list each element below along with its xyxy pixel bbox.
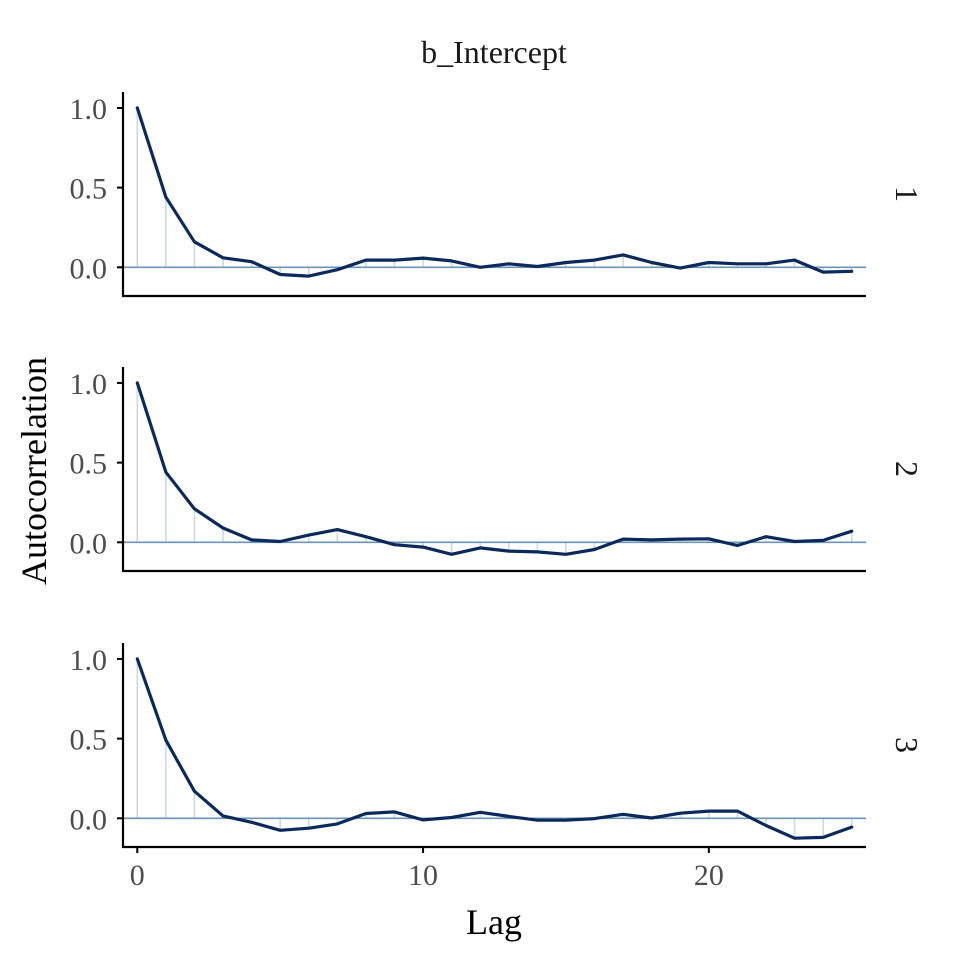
panel-2: 0.0 0.5 1.0 2 [70, 367, 925, 573]
facet-panels: 0.0 0.5 1.0 1 0.0 0.5 1.0 2 0.0 0.5 1.0 3 0 10 20 [70, 92, 925, 892]
y-tick-label-2-1: 0.5 [70, 448, 108, 481]
x-axis-label: Lag [466, 902, 522, 942]
y-tick-label-1-0: 0.0 [70, 252, 108, 285]
facet-strip-label-3: 3 [889, 737, 925, 753]
y-tick-label-2-2: 1.0 [70, 368, 108, 401]
chart-title: b_Intercept [421, 34, 567, 70]
panel-3: 0.0 0.5 1.0 3 0 10 20 [70, 643, 925, 892]
acf-line-2 [135, 381, 854, 556]
x-tick-label-0: 0 [130, 859, 145, 892]
y-tick-label-1-2: 1.0 [70, 93, 108, 126]
facet-strip-label-1: 1 [889, 186, 925, 202]
acf-line-3 [135, 657, 854, 840]
y-tick-label-3-0: 0.0 [70, 803, 108, 836]
y-tick-label-2-0: 0.0 [70, 527, 108, 560]
y-tick-label-3-2: 1.0 [70, 644, 108, 677]
facet-strip-label-2: 2 [889, 461, 925, 477]
x-tick-label-2: 20 [694, 859, 724, 892]
y-axis-label: Autocorrelation [14, 357, 54, 585]
panel-1: 0.0 0.5 1.0 1 [70, 92, 925, 298]
y-tick-label-1-1: 0.5 [70, 173, 108, 206]
x-tick-label-1: 10 [408, 859, 438, 892]
y-tick-label-3-1: 0.5 [70, 724, 108, 757]
acf-line-1 [135, 106, 854, 278]
